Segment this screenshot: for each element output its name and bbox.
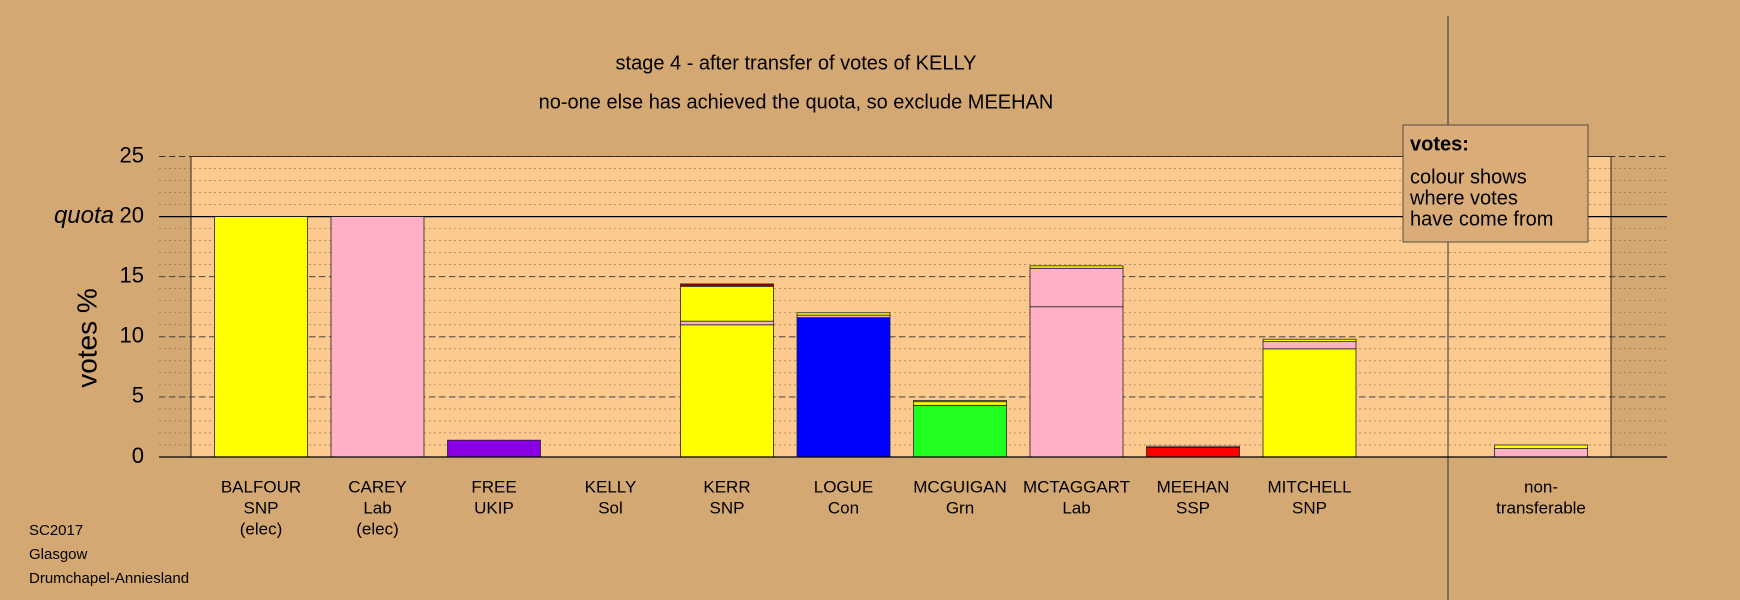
- x-tick-label: Sol: [598, 498, 623, 517]
- legend-box: [1402, 124, 1589, 243]
- bar-segment: [1494, 448, 1588, 458]
- bar-segment: [1146, 446, 1240, 458]
- bar-segment: [1262, 338, 1357, 343]
- y-tick-label: 0: [132, 443, 144, 468]
- x-tick-label: (elec): [240, 519, 283, 538]
- bar-segment: [913, 400, 1007, 403]
- x-tick-label: Lab: [363, 498, 391, 517]
- y-tick-label: 5: [132, 383, 144, 408]
- legend-text: have come from: [1410, 208, 1553, 230]
- y-tick-label: 10: [120, 323, 144, 348]
- bar-segment: [330, 216, 425, 458]
- x-tick-label: SNP: [710, 498, 745, 517]
- x-tick-label: KERR: [703, 477, 750, 496]
- x-tick-label: Con: [828, 498, 859, 517]
- footer-text: Glasgow: [29, 546, 88, 563]
- bar-segment: [680, 320, 774, 326]
- bar-segment: [1029, 306, 1124, 458]
- x-tick-label: FREE: [471, 477, 516, 496]
- bar-segment: [1262, 348, 1357, 458]
- x-tick-label: (elec): [356, 519, 399, 538]
- bar-segment: [680, 283, 774, 287]
- x-tick-label: BALFOUR: [221, 477, 301, 496]
- x-tick-label: UKIP: [474, 498, 514, 517]
- bar-segment: [1029, 265, 1124, 269]
- chart-title: stage 4 - after transfer of votes of KEL…: [616, 52, 977, 74]
- plot-area: [190, 156, 1612, 458]
- bar-segment: [913, 404, 1007, 458]
- x-tick-label: transferable: [1496, 498, 1586, 517]
- x-tick-label: LOGUE: [814, 477, 874, 496]
- quota-label: quota: [54, 202, 114, 229]
- footer-text: SC2017: [29, 522, 83, 539]
- bar-segment: [1262, 341, 1357, 350]
- legend-text: colour shows: [1410, 166, 1527, 188]
- x-tick-label: SNP: [244, 498, 279, 517]
- footer-text: Drumchapel-Anniesland: [29, 570, 189, 587]
- x-tick-label: MCGUIGAN: [913, 477, 1007, 496]
- x-tick-label: non-: [1524, 477, 1558, 496]
- y-tick-label: 15: [120, 263, 144, 288]
- y-tick-label: 25: [120, 142, 144, 167]
- x-tick-label: Lab: [1062, 498, 1090, 517]
- x-tick-label: KELLY: [585, 477, 637, 496]
- x-tick-label: CAREY: [348, 477, 407, 496]
- x-tick-label: MEEHAN: [1157, 477, 1230, 496]
- chart-subtitle: no-one else has achieved the quota, so e…: [539, 91, 1054, 113]
- x-tick-label: Grn: [946, 498, 974, 517]
- bar-segment: [680, 324, 774, 458]
- bar-segment: [913, 401, 1007, 406]
- y-tick-label: 20: [120, 202, 144, 227]
- bar-segment: [1029, 267, 1124, 308]
- bar-segment: [796, 317, 891, 458]
- legend-title: votes:: [1410, 133, 1469, 155]
- x-tick-label: MCTAGGART: [1023, 477, 1130, 496]
- legend-text: where votes: [1409, 187, 1518, 209]
- x-tick-label: SNP: [1292, 498, 1327, 517]
- y-axis-label: votes %: [71, 288, 102, 388]
- x-tick-label: SSP: [1176, 498, 1210, 517]
- bar-segment: [680, 285, 774, 322]
- bar-segment: [796, 312, 891, 316]
- x-tick-label: MITCHELL: [1267, 477, 1351, 496]
- bar-segment: [447, 439, 541, 458]
- bar-segment: [1146, 445, 1240, 448]
- bar-segment: [214, 216, 308, 458]
- bar-segment: [1494, 444, 1588, 449]
